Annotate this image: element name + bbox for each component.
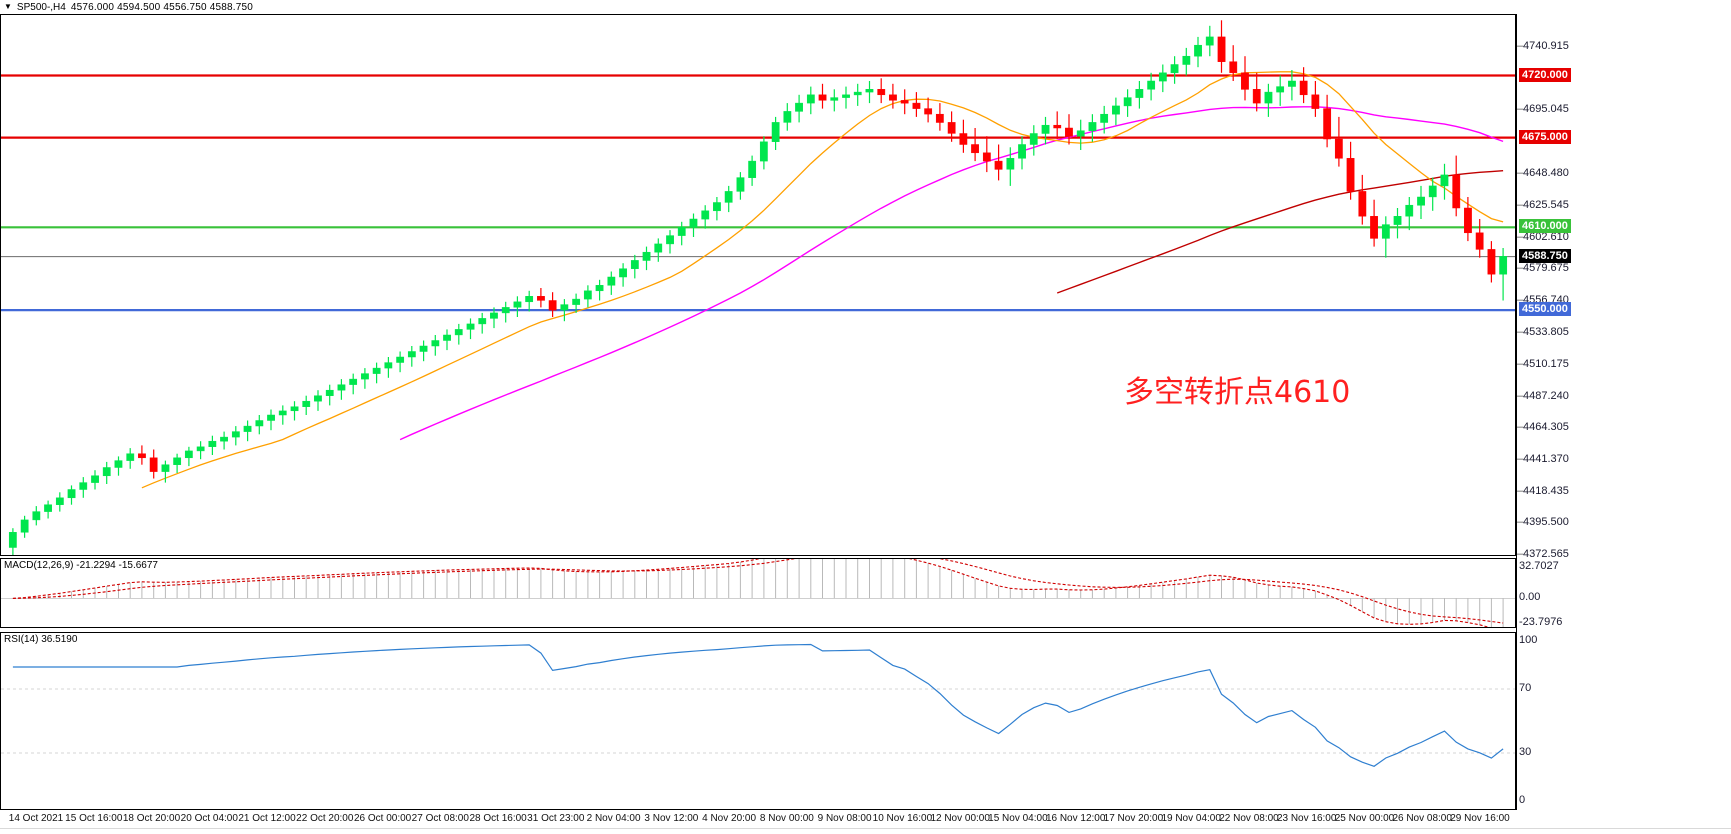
- time-tick: 3 Nov 12:00: [644, 813, 699, 824]
- time-tick: 19 Nov 04:00: [1161, 813, 1221, 824]
- time-tick: 14 Oct 2021: [8, 813, 64, 824]
- macd-axis-zero: 0.00: [1519, 591, 1541, 604]
- price-plot: [1, 20, 1515, 555]
- time-tick: 4 Nov 20:00: [702, 813, 757, 824]
- price-tick: –4464.305: [1517, 421, 1569, 434]
- time-tick: 2 Nov 04:00: [586, 813, 641, 824]
- rsi-caption: RSI(14) 36.5190: [4, 634, 78, 645]
- price-axis[interactable]: –4740.915 –4695.045 –4648.480 –4625.545 –460…: [1516, 14, 1731, 810]
- price-level-label[interactable]: 4720.000: [1519, 67, 1571, 82]
- macd-caption: MACD(12,26,9) -21.2294 -15.6677: [4, 560, 158, 571]
- chart-annotation: 多空转折点4610: [1124, 375, 1351, 410]
- time-tick: 21 Oct 12:00: [238, 813, 296, 824]
- macd-pane[interactable]: [0, 558, 1516, 628]
- time-tick: 31 Oct 23:00: [527, 813, 585, 824]
- time-axis[interactable]: 14 Oct 2021 15 Oct 16:00 18 Oct 20:00 20 Oc…: [0, 810, 1731, 834]
- ohlc-values: 4576.000 4594.500 4556.750 4588.750: [70, 1, 254, 13]
- rsi-axis-100: 100: [1519, 634, 1538, 646]
- time-tick: 10 Nov 16:00: [872, 813, 933, 824]
- macd-axis-min: -23.7976: [1519, 616, 1563, 628]
- caret-down-icon[interactable]: ▼: [4, 2, 12, 11]
- time-tick: 27 Oct 08:00: [411, 813, 469, 824]
- price-tick: –4602.610: [1517, 230, 1569, 243]
- price-tick: –4648.480: [1517, 167, 1569, 180]
- price-tick: –4695.045: [1517, 103, 1569, 115]
- macd-axis-max: 32.7027: [1519, 560, 1559, 572]
- time-tick: 28 Oct 16:00: [469, 813, 527, 824]
- price-tick: –4441.370: [1517, 453, 1569, 465]
- time-tick: 15 Nov 04:00: [988, 813, 1048, 824]
- price-tick: –4533.805: [1517, 325, 1569, 338]
- rsi-pane[interactable]: [0, 632, 1516, 810]
- time-tick: 22 Nov 08:00: [1219, 813, 1279, 824]
- time-tick: 16 Nov 12:00: [1045, 813, 1106, 824]
- time-tick: 22 Oct 20:00: [296, 813, 354, 824]
- price-level-label[interactable]: 4588.750: [1519, 248, 1571, 263]
- time-tick: 17 Nov 20:00: [1103, 813, 1164, 824]
- time-tick: 26 Nov 08:00: [1392, 813, 1452, 824]
- price-tick: –4510.175: [1517, 358, 1569, 371]
- price-pane[interactable]: [0, 14, 1516, 556]
- time-tick: 18 Oct 20:00: [122, 813, 181, 824]
- price-tick: –4372.565: [1517, 548, 1569, 560]
- time-axis-divider: [0, 828, 1731, 829]
- price-tick: –4395.500: [1517, 516, 1569, 529]
- time-tick: 25 Nov 00:00: [1334, 813, 1395, 824]
- price-level-label[interactable]: 4610.000: [1519, 219, 1571, 234]
- time-tick: 20 Oct 04:00: [180, 813, 238, 824]
- price-tick: –4579.675: [1517, 262, 1569, 275]
- time-tick: 29 Nov 16:00: [1450, 813, 1510, 824]
- macd-plot: [1, 559, 1515, 627]
- time-tick: 23 Nov 16:00: [1276, 813, 1337, 824]
- price-level-label[interactable]: 4550.000: [1519, 302, 1571, 317]
- rsi-plot: [1, 643, 1515, 767]
- rsi-axis-30: 30: [1519, 746, 1532, 758]
- rsi-axis-70: 70: [1519, 682, 1532, 694]
- price-tick: –4418.435: [1517, 484, 1569, 497]
- time-tick: 26 Oct 00:00: [353, 813, 412, 824]
- time-tick: 8 Nov 00:00: [759, 813, 814, 824]
- time-tick: 12 Nov 00:00: [930, 813, 990, 824]
- price-tick: –4625.545: [1517, 198, 1569, 211]
- price-level-label[interactable]: 4675.000: [1519, 129, 1571, 144]
- time-tick: 9 Nov 08:00: [817, 813, 872, 824]
- price-tick: –4487.240: [1517, 389, 1569, 402]
- chart-header: ▼ SP500-,H4 4576.000 4594.500 4556.750 4…: [0, 0, 1731, 14]
- symbol-label: SP500-,H4: [16, 1, 66, 13]
- rsi-axis-0: 0: [1519, 794, 1526, 806]
- price-tick: –4740.915: [1517, 39, 1569, 52]
- time-tick: 15 Oct 16:00: [65, 813, 123, 824]
